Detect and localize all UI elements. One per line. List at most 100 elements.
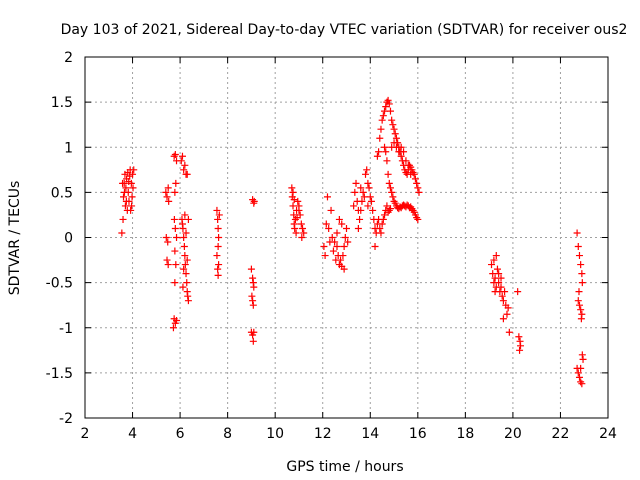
data-point: [574, 243, 582, 251]
x-tick-label: 12: [314, 426, 332, 442]
x-tick-label: 6: [176, 426, 185, 442]
data-point: [402, 157, 410, 165]
data-point: [213, 206, 221, 214]
data-point: [517, 342, 525, 350]
data-point: [578, 279, 586, 287]
data-point: [495, 270, 503, 278]
data-point: [171, 188, 179, 196]
data-point: [182, 229, 190, 237]
data-point: [122, 184, 130, 192]
data-point: [382, 103, 390, 111]
data-point: [183, 256, 191, 264]
data-point: [377, 229, 385, 237]
data-point: [165, 197, 173, 205]
data-point: [493, 265, 501, 273]
x-tick-label: 4: [128, 426, 137, 442]
data-point: [373, 152, 381, 160]
data-point: [121, 202, 129, 210]
data-point: [163, 256, 171, 264]
data-point: [127, 206, 135, 214]
data-point: [357, 184, 365, 192]
data-point: [214, 265, 222, 273]
data-point: [170, 215, 178, 223]
data-point: [183, 170, 191, 178]
data-point: [299, 224, 307, 232]
data-point: [411, 175, 419, 183]
data-point: [329, 247, 337, 255]
data-point: [574, 297, 582, 305]
data-point: [383, 157, 391, 165]
data-point: [376, 224, 384, 232]
data-point: [125, 178, 133, 186]
data-point: [214, 243, 222, 251]
data-point: [289, 202, 297, 210]
data-point: [341, 234, 349, 241]
data-point: [179, 283, 187, 291]
data-point: [118, 229, 126, 237]
data-point: [407, 170, 415, 178]
data-point: [119, 179, 127, 187]
data-point: [325, 224, 333, 232]
data-point: [181, 161, 189, 169]
data-point: [414, 184, 422, 192]
data-point: [505, 328, 513, 336]
data-point: [488, 261, 496, 269]
data-point: [499, 315, 507, 323]
data-point: [364, 202, 372, 210]
data-point: [376, 134, 384, 142]
data-point: [404, 161, 412, 169]
data-point: [294, 197, 302, 205]
data-point: [384, 170, 392, 178]
x-tick-label: 18: [456, 426, 474, 442]
data-point: [339, 252, 347, 260]
data-point: [120, 188, 128, 196]
data-point: [344, 238, 352, 246]
data-point: [379, 112, 387, 120]
data-point: [352, 179, 360, 187]
data-point: [214, 215, 222, 223]
data-point: [363, 166, 371, 174]
data-point: [354, 224, 362, 232]
data-point: [386, 205, 394, 213]
data-point: [501, 288, 509, 296]
y-tick-label: -1: [59, 321, 73, 337]
data-point: [128, 202, 136, 210]
data-point: [321, 252, 329, 260]
data-point: [391, 130, 399, 138]
data-point: [383, 202, 391, 210]
data-point: [491, 274, 499, 282]
data-point: [385, 100, 393, 108]
data-point: [182, 270, 190, 278]
data-point: [169, 324, 177, 332]
data-point: [504, 304, 512, 312]
data-point: [214, 224, 222, 232]
data-point: [122, 197, 130, 205]
data-point: [333, 229, 341, 237]
data-point: [183, 279, 191, 287]
data-point: [300, 229, 308, 237]
data-point: [382, 148, 390, 156]
data-point: [377, 125, 385, 133]
data-point: [214, 271, 222, 279]
data-point: [331, 238, 339, 246]
data-point: [375, 148, 383, 156]
x-tick-label: 10: [266, 426, 284, 442]
data-point: [163, 193, 171, 201]
data-point: [390, 139, 398, 147]
data-point: [172, 179, 180, 187]
data-point: [340, 243, 348, 251]
data-point: [328, 234, 336, 241]
data-point: [350, 202, 358, 210]
data-point: [356, 215, 364, 223]
x-tick-label: 8: [223, 426, 232, 442]
data-point: [495, 279, 503, 287]
x-tick-label: 14: [361, 426, 379, 442]
x-axis-label: GPS time / hours: [286, 459, 403, 475]
data-point: [215, 234, 223, 241]
data-point: [130, 166, 138, 174]
data-point: [290, 196, 298, 204]
data-point: [389, 193, 397, 201]
data-point: [171, 247, 179, 255]
data-point: [364, 179, 372, 187]
